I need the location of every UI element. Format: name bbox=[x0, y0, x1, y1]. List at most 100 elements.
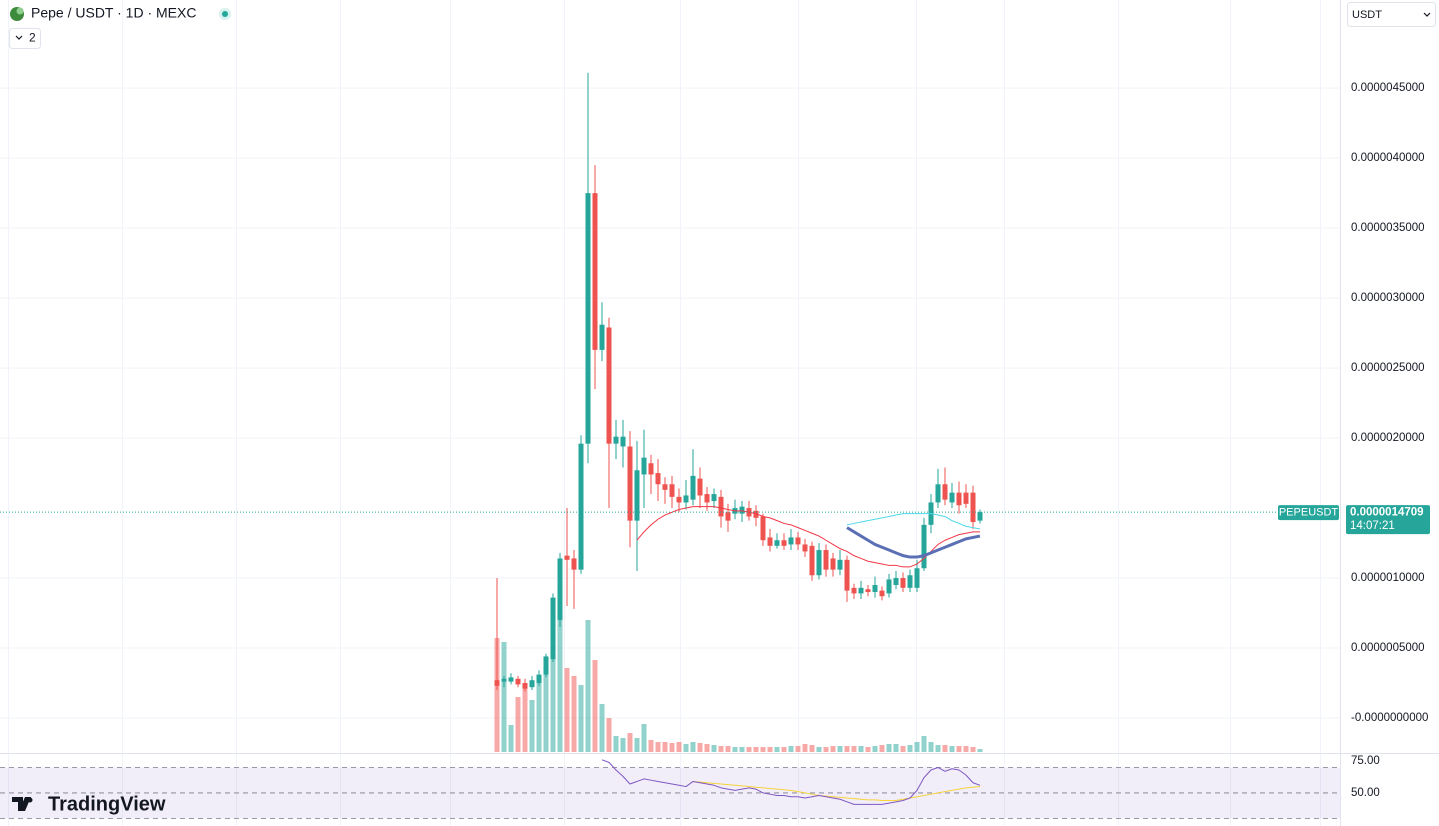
volume-bar bbox=[648, 740, 654, 752]
volume-bar bbox=[914, 742, 920, 752]
candle-body bbox=[501, 678, 507, 682]
y-tick-label: 0.0000030000 bbox=[1351, 292, 1425, 304]
candle-body bbox=[620, 436, 626, 447]
rsi-line bbox=[601, 759, 981, 805]
candle-body bbox=[529, 680, 535, 688]
volume-bar bbox=[508, 725, 514, 752]
indicator-toggle[interactable] bbox=[9, 28, 41, 49]
volume-bar bbox=[851, 746, 857, 752]
grid bbox=[0, 0, 1340, 826]
candle-body bbox=[536, 674, 542, 684]
candle-body bbox=[977, 512, 983, 521]
candle-body bbox=[704, 494, 710, 503]
price-tag: 0.0000014709 bbox=[1350, 507, 1424, 519]
volume-bar bbox=[970, 747, 976, 752]
y-tick-label: 0.0000040000 bbox=[1351, 152, 1425, 164]
y-tick-label: 0.0000035000 bbox=[1351, 222, 1425, 234]
candle-body bbox=[739, 506, 745, 514]
symbol-tag: PEPEUSDT bbox=[1279, 507, 1339, 519]
candle-body bbox=[725, 512, 731, 521]
volume-bar bbox=[732, 747, 738, 752]
candle-body bbox=[494, 680, 500, 686]
candle-body bbox=[802, 544, 808, 552]
candle-body bbox=[655, 473, 661, 485]
candle-body bbox=[592, 193, 598, 350]
candle-body bbox=[851, 587, 857, 594]
candle-body bbox=[557, 558, 563, 621]
volume-bar bbox=[627, 733, 633, 752]
volume-bar bbox=[760, 747, 766, 752]
volume-bar bbox=[529, 700, 535, 752]
candle-body bbox=[627, 446, 633, 521]
symbol-tag-box bbox=[1278, 505, 1339, 521]
countdown: 14:07:21 bbox=[1350, 520, 1395, 532]
candle-body bbox=[830, 558, 836, 570]
candle-body bbox=[900, 578, 906, 588]
volume-bar bbox=[564, 668, 570, 752]
candle-body bbox=[823, 550, 829, 570]
candle-body bbox=[921, 524, 927, 569]
candle-body bbox=[893, 578, 899, 586]
volume-bar bbox=[823, 747, 829, 752]
volume-bar bbox=[683, 744, 689, 752]
volume-bar bbox=[704, 744, 710, 752]
candle-body bbox=[886, 579, 892, 594]
volume-bar bbox=[795, 746, 801, 752]
moving-average bbox=[636, 506, 980, 568]
candle-body bbox=[788, 537, 794, 545]
volume-bar bbox=[606, 718, 612, 752]
volume-bar bbox=[676, 742, 682, 752]
moving-average bbox=[846, 526, 981, 559]
candle-body bbox=[585, 193, 591, 444]
indicator-count: 2 bbox=[29, 31, 36, 45]
candle-body bbox=[795, 537, 801, 545]
currency-box[interactable] bbox=[1347, 2, 1436, 27]
logo-icon bbox=[12, 797, 31, 811]
volume-bar bbox=[522, 684, 528, 752]
volume-bar bbox=[858, 746, 864, 752]
volume-bar bbox=[725, 746, 731, 752]
candle-body bbox=[515, 678, 521, 685]
volume-bar bbox=[578, 685, 584, 752]
logo-text: TradingView bbox=[48, 793, 166, 815]
currency-select[interactable]: USDT bbox=[1347, 2, 1436, 27]
volume-bar bbox=[613, 736, 619, 752]
volume-bar bbox=[690, 742, 696, 752]
y-tick-label: 0.0000025000 bbox=[1351, 362, 1425, 374]
price-tag-box bbox=[1346, 505, 1430, 535]
header: Pepe / USDT · 1D · MEXC 2 bbox=[9, 5, 231, 49]
volume-bar bbox=[599, 704, 605, 752]
volume-bar bbox=[739, 747, 745, 752]
candle-body bbox=[662, 484, 668, 490]
volume-bar bbox=[949, 746, 955, 752]
candle-body bbox=[599, 324, 605, 350]
volume-bar bbox=[837, 746, 843, 752]
y-tick-label: 0.0000010000 bbox=[1351, 572, 1425, 584]
candle-body bbox=[711, 494, 717, 502]
volume-bar bbox=[942, 745, 948, 752]
candle-body bbox=[508, 677, 514, 682]
volume-bar bbox=[788, 746, 794, 752]
candle-body bbox=[683, 495, 689, 503]
candle-body bbox=[844, 559, 850, 591]
candle-body bbox=[970, 492, 976, 523]
chevron bbox=[1423, 12, 1431, 17]
candle-body bbox=[690, 475, 696, 500]
volume-bar bbox=[907, 745, 913, 752]
candle-body bbox=[837, 559, 843, 570]
volume-bar bbox=[536, 680, 542, 752]
y-tick-label: 0.0000005000 bbox=[1351, 642, 1425, 654]
candle-body bbox=[753, 510, 759, 518]
volume-bar bbox=[865, 747, 871, 752]
volume-bar bbox=[977, 749, 983, 752]
volume-bar bbox=[592, 660, 598, 752]
volume-bar bbox=[571, 676, 577, 752]
candle-body bbox=[578, 443, 584, 570]
volume-bar bbox=[697, 743, 703, 752]
volume-bar bbox=[494, 638, 500, 752]
volume-bar bbox=[515, 697, 521, 752]
candle-body bbox=[872, 585, 878, 593]
volume-bar bbox=[886, 744, 892, 752]
chart-title: Pepe / USDT · 1D · MEXC bbox=[31, 5, 196, 21]
